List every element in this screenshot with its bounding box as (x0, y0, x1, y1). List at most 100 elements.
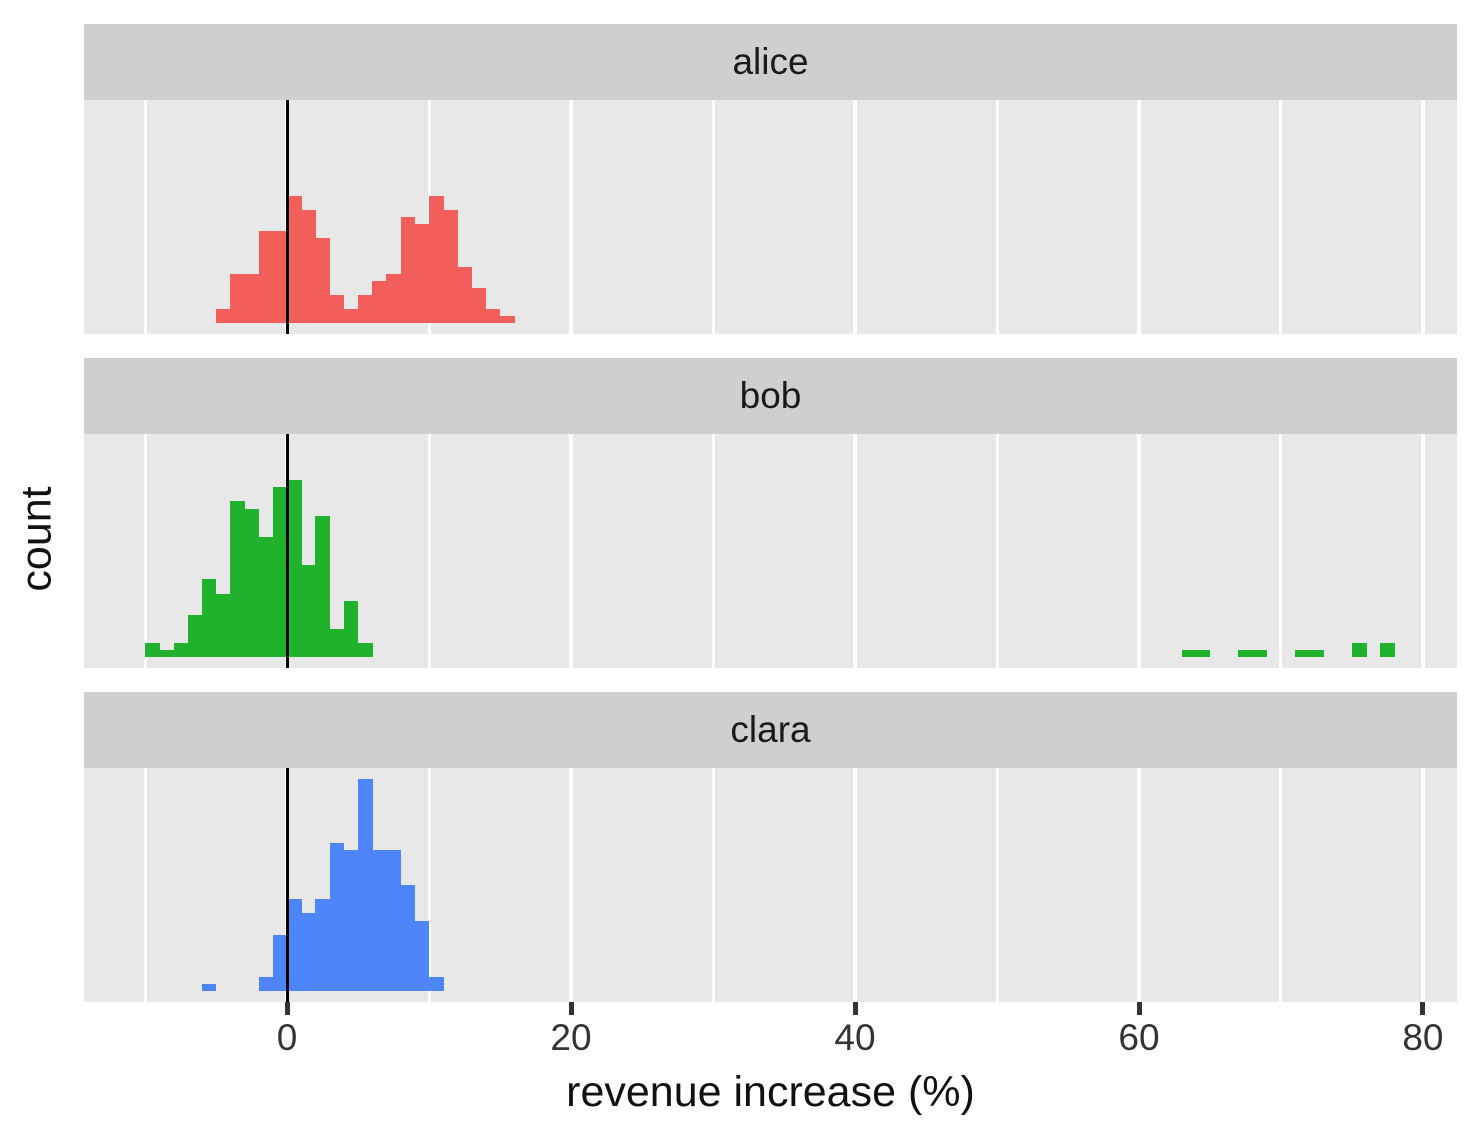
histogram-bar (358, 295, 373, 324)
histogram-bar (173, 643, 189, 658)
x-axis-tick (1420, 1002, 1426, 1015)
histogram-bar (1295, 650, 1310, 658)
facet-strip: bob (84, 358, 1457, 434)
histogram-bar (485, 309, 501, 324)
zero-reference-line (285, 100, 289, 334)
histogram-bar (343, 849, 359, 992)
histogram-bar (301, 209, 316, 324)
histogram-bar (258, 231, 274, 324)
gridline-major (853, 100, 857, 334)
histogram-bar (258, 536, 274, 658)
x-axis-tick-label: 40 (834, 1017, 876, 1058)
x-axis-tick-label: 60 (1118, 1017, 1160, 1058)
gridline-major (1420, 100, 1425, 334)
gridline-minor (995, 434, 999, 668)
histogram-bar (386, 273, 402, 324)
histogram-bar (244, 508, 260, 658)
histogram-bar (315, 899, 331, 992)
histogram-bar (230, 501, 245, 658)
gridline-minor (995, 768, 999, 1002)
histogram-bar (1252, 650, 1268, 658)
histogram-bar (287, 195, 302, 324)
histogram-bar (414, 224, 430, 324)
gridline-minor (711, 434, 715, 668)
facet-panel (84, 768, 1457, 1002)
y-axis-title: count (12, 486, 61, 592)
gridline-minor (711, 768, 715, 1002)
histogram-bar (244, 273, 260, 324)
x-axis-tick (1136, 1002, 1142, 1015)
histogram-bar (301, 913, 316, 992)
gridline-major (1137, 100, 1141, 334)
gridline-major (1420, 434, 1425, 668)
histogram-bar (187, 614, 203, 658)
gridline-minor (1279, 100, 1283, 334)
histogram-bar (201, 579, 217, 658)
facet-strip-label: bob (739, 375, 802, 416)
histogram-bar (343, 600, 359, 658)
histogram-bar (272, 934, 288, 992)
gridline-major (569, 100, 573, 334)
x-axis-tick (284, 1002, 290, 1015)
facet-strip: clara (84, 692, 1457, 768)
histogram-bar (429, 977, 444, 992)
gridline-minor (427, 434, 431, 668)
x-axis-tick (568, 1002, 574, 1015)
histogram-bar (315, 515, 331, 658)
histogram-bar (1195, 650, 1211, 658)
gridline-minor (1279, 768, 1283, 1002)
histogram-bar (1181, 650, 1197, 658)
histogram-bar (258, 977, 274, 992)
gridline-minor (711, 100, 715, 334)
gridline-major (569, 434, 573, 668)
facet-strip-label: alice (732, 41, 809, 82)
gridline-minor (143, 100, 147, 334)
histogram-bar (414, 920, 430, 992)
facet-panel (84, 434, 1457, 668)
histogram-bar (1351, 643, 1367, 658)
x-axis-title: revenue increase (%) (566, 1068, 975, 1116)
histogram-bar (429, 195, 444, 324)
facet-strip-label: clara (730, 709, 811, 750)
x-axis-tick (852, 1002, 858, 1015)
histogram-bar (301, 565, 316, 658)
zero-reference-line (285, 768, 289, 1002)
histogram-bar (1309, 650, 1324, 658)
zero-reference-line (285, 434, 289, 668)
gridline-major (1137, 768, 1141, 1002)
gridline-major (853, 768, 857, 1002)
facet-panel (84, 100, 1457, 334)
histogram-bar (329, 842, 345, 992)
histogram-bar (216, 309, 231, 324)
histogram-bar (201, 984, 217, 992)
facet-clara: clara (84, 692, 1457, 1002)
gridline-minor (143, 768, 147, 1002)
gridline-major (1420, 768, 1425, 1002)
x-axis-tick-label: 80 (1402, 1017, 1444, 1058)
histogram-bar (329, 629, 345, 658)
gridline-major (1137, 434, 1141, 668)
histogram-bar (372, 849, 387, 992)
histogram-bar (272, 231, 288, 324)
facet-strip: alice (84, 24, 1457, 100)
x-axis-tick-label: 0 (276, 1017, 298, 1058)
histogram-bar (145, 643, 160, 658)
histogram-bar (457, 266, 473, 324)
histogram-bar (230, 273, 245, 324)
histogram-bar (287, 480, 302, 658)
facet-alice: alice (84, 24, 1457, 334)
histogram-bar (400, 217, 416, 324)
gridline-minor (1279, 434, 1283, 668)
histogram-bar (1238, 650, 1253, 658)
histogram-bar (372, 280, 387, 324)
gridline-major (853, 434, 857, 668)
gridline-minor (427, 768, 431, 1002)
gridline-minor (143, 434, 147, 668)
histogram-bar (216, 593, 231, 658)
histogram-bar (1380, 643, 1395, 658)
x-axis-tick-label: 20 (550, 1017, 592, 1058)
histogram-bar (343, 309, 359, 324)
histogram-bar (315, 238, 331, 324)
histogram-bar (358, 643, 373, 658)
